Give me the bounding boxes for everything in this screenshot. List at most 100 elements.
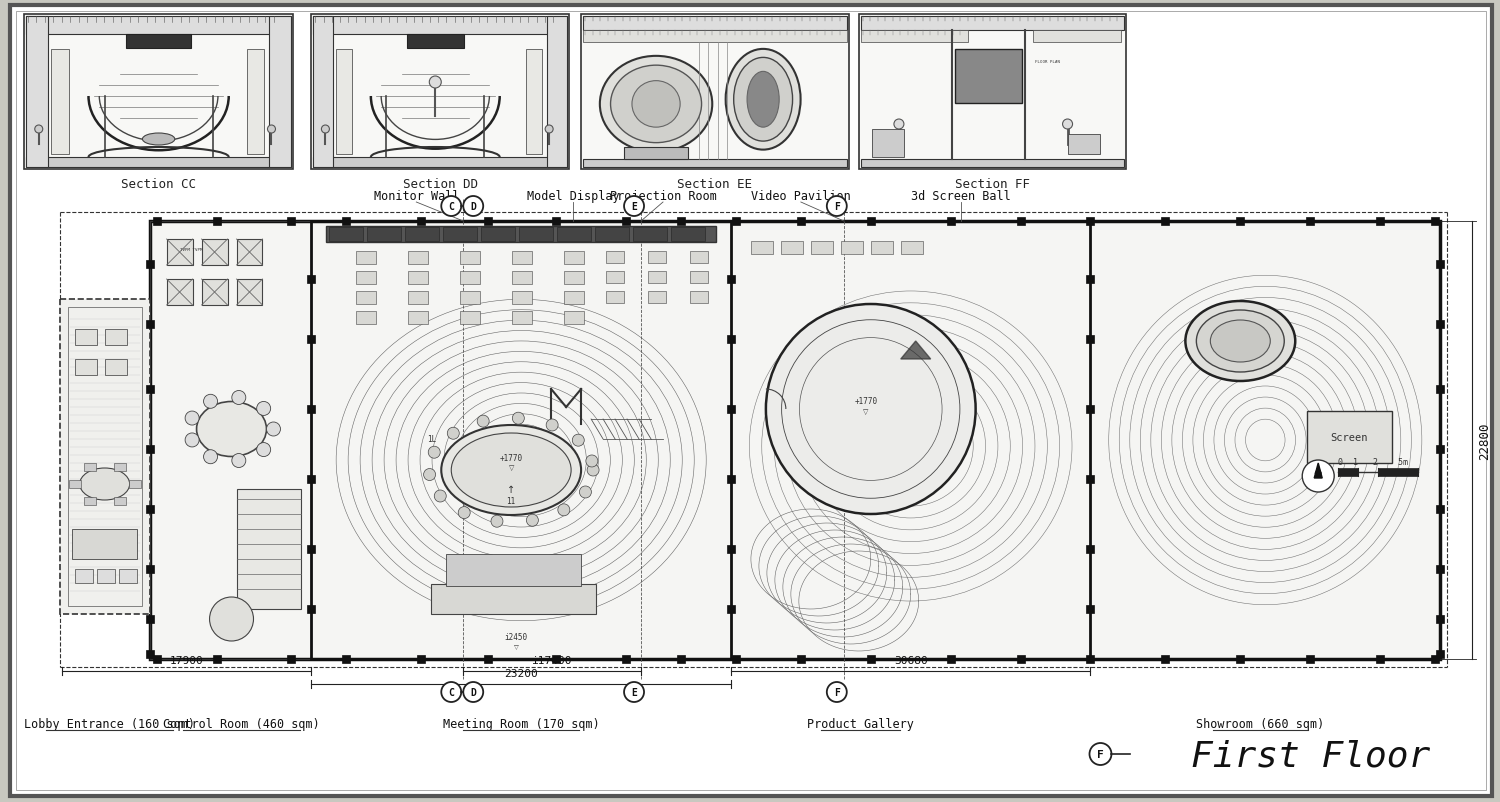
Bar xyxy=(670,228,705,241)
Text: 1L: 1L xyxy=(426,435,436,444)
Polygon shape xyxy=(900,342,930,359)
Bar xyxy=(796,655,806,663)
Bar xyxy=(624,148,688,160)
Bar xyxy=(1236,655,1245,663)
Bar xyxy=(606,272,624,284)
Bar xyxy=(580,15,849,170)
Bar xyxy=(153,217,160,225)
Circle shape xyxy=(766,305,975,514)
Bar xyxy=(327,227,716,243)
Text: E: E xyxy=(632,687,638,697)
Bar xyxy=(946,217,954,225)
Bar xyxy=(1436,445,1444,453)
Bar xyxy=(118,569,136,583)
Ellipse shape xyxy=(142,134,176,146)
Bar xyxy=(308,606,315,614)
Circle shape xyxy=(204,395,218,409)
Bar xyxy=(417,655,426,663)
Text: 22800: 22800 xyxy=(1478,422,1491,460)
Bar xyxy=(1086,217,1095,225)
Ellipse shape xyxy=(1210,321,1270,363)
Bar xyxy=(114,498,126,506)
Bar xyxy=(166,240,192,265)
Bar xyxy=(146,261,153,269)
Text: FLOOR PLAN: FLOOR PLAN xyxy=(1035,60,1060,64)
Bar xyxy=(648,272,666,284)
Bar xyxy=(308,406,315,414)
Text: 11: 11 xyxy=(507,497,516,506)
Circle shape xyxy=(232,391,246,405)
Circle shape xyxy=(423,469,435,481)
Ellipse shape xyxy=(80,468,129,500)
Circle shape xyxy=(267,423,280,436)
Bar xyxy=(1086,606,1095,614)
Bar xyxy=(51,50,69,155)
Circle shape xyxy=(586,456,598,468)
Bar xyxy=(460,312,480,325)
Text: 3d Screen Ball: 3d Screen Ball xyxy=(910,190,1011,203)
Bar xyxy=(1034,31,1120,43)
Text: Section CC: Section CC xyxy=(122,178,196,191)
Bar xyxy=(484,655,492,663)
Bar xyxy=(606,292,624,304)
Circle shape xyxy=(827,683,848,702)
Bar xyxy=(26,17,48,168)
Bar xyxy=(728,335,735,343)
Bar xyxy=(1068,135,1100,155)
Bar xyxy=(648,292,666,304)
Ellipse shape xyxy=(600,57,712,152)
Text: F: F xyxy=(1096,749,1104,759)
Bar xyxy=(105,359,126,375)
Bar xyxy=(564,252,584,265)
Circle shape xyxy=(441,196,460,217)
Bar xyxy=(1436,505,1444,513)
Bar xyxy=(728,406,735,414)
Ellipse shape xyxy=(1185,302,1294,382)
Text: E: E xyxy=(632,202,638,212)
Bar xyxy=(75,359,96,375)
Text: D: D xyxy=(471,687,476,697)
Bar xyxy=(690,292,708,304)
Circle shape xyxy=(513,413,525,425)
Circle shape xyxy=(464,683,483,702)
Bar xyxy=(900,241,922,255)
Bar xyxy=(213,217,220,225)
Bar xyxy=(676,655,686,663)
Bar xyxy=(24,15,294,170)
Bar xyxy=(288,655,296,663)
Bar xyxy=(408,272,429,285)
Bar xyxy=(728,545,735,553)
Bar xyxy=(867,217,874,225)
Bar xyxy=(861,31,968,43)
Bar xyxy=(556,228,591,241)
Circle shape xyxy=(1062,119,1072,130)
Circle shape xyxy=(546,419,558,431)
Bar xyxy=(308,545,315,553)
Bar xyxy=(690,252,708,264)
Bar xyxy=(1431,655,1438,663)
Bar xyxy=(1306,655,1314,663)
Bar xyxy=(213,655,220,663)
Circle shape xyxy=(435,490,447,502)
Bar xyxy=(166,280,192,306)
Text: ▽: ▽ xyxy=(509,464,515,471)
Circle shape xyxy=(477,415,489,427)
Text: Projection Room: Projection Room xyxy=(609,190,717,203)
Bar xyxy=(1378,468,1417,476)
Bar xyxy=(246,50,264,155)
Bar xyxy=(519,228,554,241)
Bar xyxy=(126,35,190,49)
Bar xyxy=(1306,217,1314,225)
Bar xyxy=(150,221,1440,659)
Bar xyxy=(342,655,351,663)
Bar xyxy=(357,312,376,325)
Bar xyxy=(146,565,153,573)
Bar xyxy=(584,17,847,31)
Text: F: F xyxy=(834,687,840,697)
Bar xyxy=(26,158,291,168)
Bar xyxy=(308,276,315,284)
Circle shape xyxy=(573,435,585,447)
Bar xyxy=(114,463,126,471)
Ellipse shape xyxy=(452,433,572,508)
Bar xyxy=(201,280,228,306)
